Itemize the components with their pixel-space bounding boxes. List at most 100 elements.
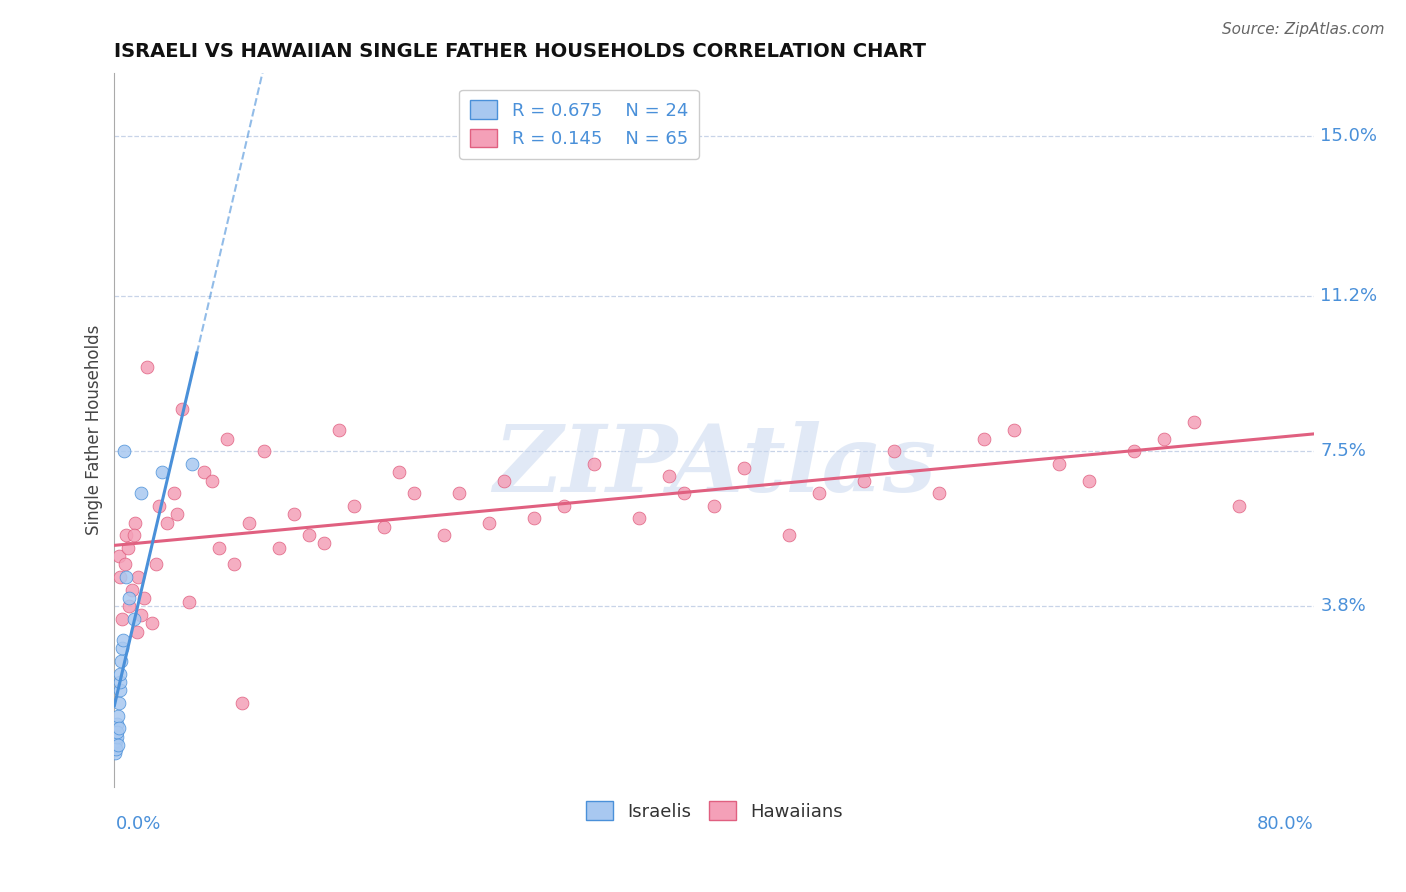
Point [112, 444, 135, 458]
Text: 7.5%: 7.5% [1320, 442, 1367, 460]
Point [108, 675, 131, 690]
Point [134, 591, 156, 605]
Point [148, 499, 170, 513]
Point [269, 541, 291, 555]
Point [152, 465, 174, 479]
Point [107, 708, 129, 723]
Point [433, 528, 456, 542]
Point [478, 516, 501, 530]
Point [125, 624, 148, 639]
Point [136, 360, 159, 375]
Point [107, 696, 129, 710]
Point [928, 486, 950, 500]
Point [131, 486, 153, 500]
Point [1002, 423, 1025, 437]
Point [328, 423, 350, 437]
Point [145, 558, 167, 572]
Point [494, 474, 516, 488]
Point [808, 486, 831, 500]
Point [115, 570, 138, 584]
Text: ISRAELI VS HAWAIIAN SINGLE FATHER HOUSEHOLDS CORRELATION CHART: ISRAELI VS HAWAIIAN SINGLE FATHER HOUSEH… [114, 42, 927, 61]
Point [1047, 457, 1070, 471]
Point [208, 541, 231, 555]
Text: 80.0%: 80.0% [1257, 815, 1313, 833]
Point [156, 516, 179, 530]
Point [122, 612, 145, 626]
Legend: Israelis, Hawaiians: Israelis, Hawaiians [578, 794, 851, 828]
Text: 3.8%: 3.8% [1320, 598, 1367, 615]
Text: Source: ZipAtlas.com: Source: ZipAtlas.com [1222, 22, 1385, 37]
Point [201, 474, 224, 488]
Point [111, 641, 134, 656]
Point [104, 733, 127, 747]
Point [553, 499, 575, 513]
Point [388, 465, 411, 479]
Point [238, 516, 260, 530]
Point [141, 616, 163, 631]
Point [110, 570, 132, 584]
Point [973, 432, 995, 446]
Point [104, 747, 127, 761]
Point [215, 432, 238, 446]
Point [181, 457, 204, 471]
Point [231, 696, 253, 710]
Point [170, 402, 193, 417]
Point [283, 507, 305, 521]
Point [253, 444, 276, 458]
Point [110, 666, 132, 681]
Point [343, 499, 366, 513]
Point [853, 474, 876, 488]
Point [193, 465, 215, 479]
Y-axis label: Single Father Households: Single Father Households [86, 325, 103, 535]
Point [778, 528, 800, 542]
Point [373, 519, 395, 533]
Point [224, 558, 246, 572]
Point [118, 599, 141, 614]
Point [110, 654, 132, 668]
Point [104, 738, 127, 752]
Point [117, 541, 139, 555]
Point [1182, 415, 1205, 429]
Point [108, 683, 131, 698]
Text: 0.0%: 0.0% [115, 815, 160, 833]
Point [121, 582, 143, 597]
Point [114, 558, 136, 572]
Point [733, 461, 755, 475]
Point [108, 549, 131, 563]
Text: ZIPAtlas: ZIPAtlas [494, 421, 936, 511]
Point [124, 516, 146, 530]
Point [1153, 432, 1175, 446]
Point [112, 633, 135, 648]
Point [883, 444, 905, 458]
Point [107, 725, 129, 739]
Point [107, 738, 129, 752]
Point [166, 507, 188, 521]
Point [115, 528, 138, 542]
Point [179, 595, 201, 609]
Text: 15.0%: 15.0% [1320, 128, 1378, 145]
Point [1078, 474, 1101, 488]
Point [673, 486, 696, 500]
Point [658, 469, 681, 483]
Point [314, 536, 336, 550]
Point [127, 570, 149, 584]
Point [131, 607, 153, 622]
Point [108, 721, 131, 735]
Point [703, 499, 725, 513]
Point [1123, 444, 1146, 458]
Point [105, 730, 128, 744]
Point [111, 612, 134, 626]
Point [1227, 499, 1250, 513]
Point [523, 511, 546, 525]
Point [449, 486, 471, 500]
Point [163, 486, 186, 500]
Text: 11.2%: 11.2% [1320, 287, 1378, 305]
Point [628, 511, 651, 525]
Point [404, 486, 426, 500]
Point [118, 591, 141, 605]
Point [105, 742, 128, 756]
Point [122, 528, 145, 542]
Point [298, 528, 321, 542]
Point [105, 717, 128, 731]
Point [583, 457, 606, 471]
